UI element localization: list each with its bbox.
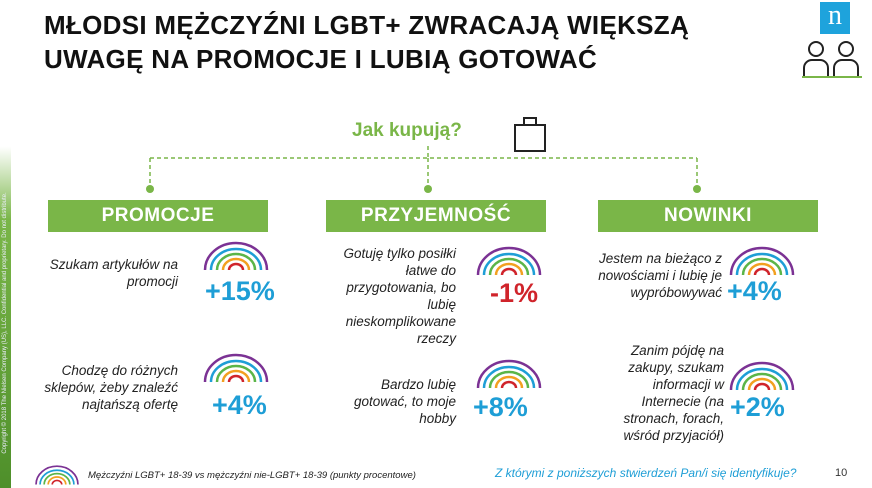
statement: Zanim pójdę na zakupy, szukam informacji… — [623, 343, 724, 443]
title-line-1: MŁODSI MĘŻCZYŹNI LGBT+ ZWRACAJĄ WIĘKSZĄ — [44, 10, 690, 40]
sidebar-strip: Copyright © 2018 The Nielsen Company (US… — [0, 0, 11, 488]
header-nowinki: NOWINKI — [598, 200, 818, 232]
copyright: Copyright © 2018 The Nielsen Company (US… — [2, 192, 8, 454]
rainbow-icon — [729, 361, 795, 392]
header-promocje: PROMOCJE — [48, 200, 268, 232]
statement: Gotuję tylko posiłki łatwe do przygotowa… — [343, 246, 456, 346]
statement: Jestem na bieżąco z nowościami i lubię j… — [598, 251, 722, 300]
rainbow-icon — [203, 353, 269, 384]
people-icon — [802, 41, 862, 78]
connector-lines — [146, 146, 701, 193]
shopping-bag-icon — [514, 117, 546, 152]
statement: Chodzę do różnych sklepów, żeby znaleźć … — [44, 363, 178, 412]
rainbow-icon — [476, 246, 542, 277]
value: +8% — [473, 392, 528, 422]
header-przyjemnosc: PRZYJEMNOŚĆ — [326, 200, 546, 232]
center-label: Jak kupują? — [352, 120, 462, 141]
legend-text: Mężczyźni LGBT+ 18-39 vs mężczyźni nie-L… — [88, 470, 416, 481]
nielsen-logo: n — [820, 2, 850, 34]
rainbow-icon — [203, 241, 269, 272]
value: +15% — [205, 276, 275, 306]
value: +2% — [730, 392, 785, 422]
value: -1% — [490, 278, 539, 308]
statement: Bardzo lubię gotować, to moje hobby — [353, 377, 456, 426]
rainbow-icon — [729, 246, 795, 277]
title-line-2: UWAGĘ NA PROMOCJE I LUBIĄ GOTOWAĆ — [44, 44, 598, 74]
statement: Szukam artykułów na promocji — [49, 257, 178, 289]
page-number: 10 — [835, 467, 848, 479]
page-title: MŁODSI MĘŻCZYŹNI LGBT+ ZWRACAJĄ WIĘKSZĄ U… — [44, 8, 689, 76]
value: +4% — [212, 390, 267, 420]
rainbow-icon — [476, 359, 542, 390]
survey-question: Z którymi z poniższych stwierdzeń Pan/i … — [495, 466, 797, 480]
value: +4% — [727, 276, 782, 306]
legend-rainbow-icon — [35, 465, 79, 486]
